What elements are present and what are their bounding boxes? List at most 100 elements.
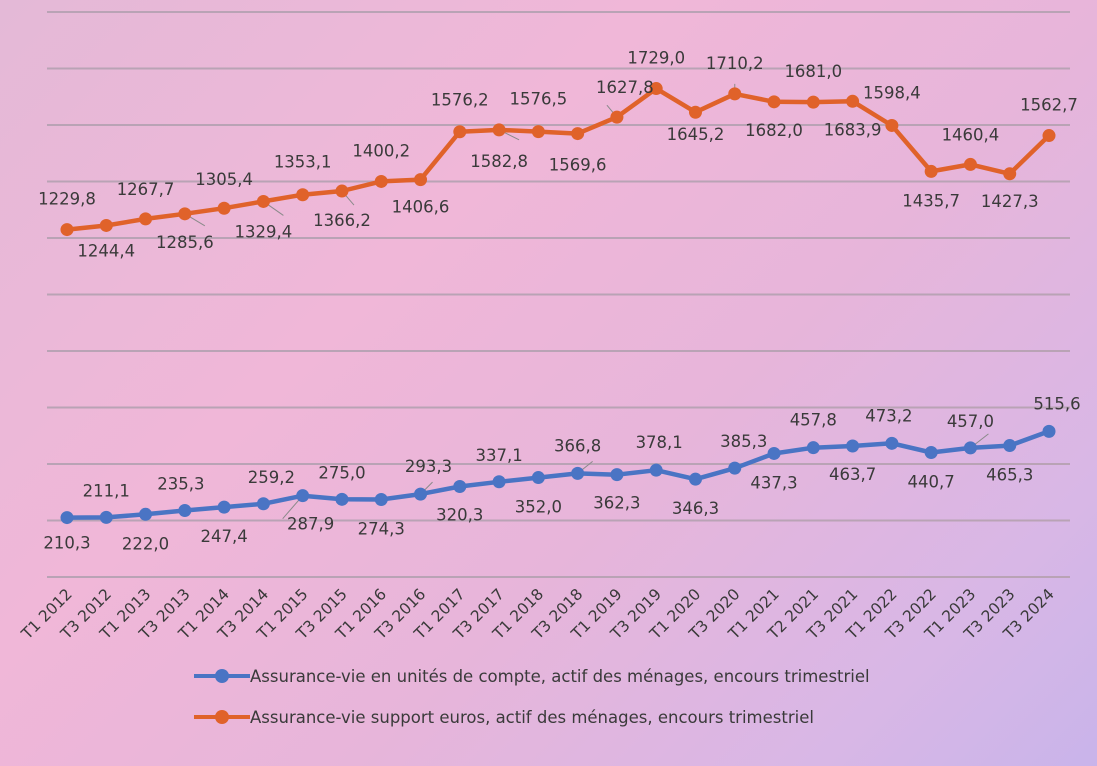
data-label: 346,3 [672, 499, 719, 518]
data-point [610, 110, 624, 124]
data-point [335, 492, 349, 506]
data-label: 362,3 [593, 494, 640, 513]
data-label: 440,7 [908, 473, 955, 492]
data-point [1042, 424, 1056, 438]
data-label: 473,2 [865, 406, 912, 425]
data-point [1003, 167, 1017, 181]
data-point [139, 212, 153, 226]
data-point [963, 157, 977, 171]
data-point [885, 436, 899, 450]
data-point [571, 466, 585, 480]
data-point [453, 480, 467, 494]
data-label: 287,9 [287, 515, 334, 534]
data-label: 274,3 [358, 520, 405, 539]
data-label: 515,6 [1033, 394, 1080, 413]
data-point [571, 127, 585, 141]
legend-swatch-orange [194, 707, 250, 727]
data-label: 259,2 [248, 468, 295, 487]
data-label: 275,0 [318, 463, 365, 482]
data-point [688, 472, 702, 486]
data-label: 222,0 [122, 534, 169, 553]
data-label: 465,3 [986, 466, 1033, 485]
data-label: 1267,7 [117, 180, 175, 199]
data-point [924, 446, 938, 460]
data-label: 1329,4 [235, 222, 293, 241]
data-point [924, 164, 938, 178]
data-label: 1366,2 [313, 211, 371, 230]
data-label: 1562,7 [1020, 96, 1078, 115]
data-point [963, 441, 977, 455]
data-point [846, 94, 860, 108]
data-label: 1645,2 [667, 125, 725, 144]
data-label: 210,3 [43, 534, 90, 553]
data-point [531, 471, 545, 485]
data-point [728, 461, 742, 475]
data-point [374, 493, 388, 507]
data-point [178, 207, 192, 221]
data-label: 1569,6 [549, 156, 607, 175]
data-point [217, 500, 231, 514]
series-line-1 [66, 86, 1051, 232]
data-point [610, 468, 624, 482]
data-label: 1627,8 [596, 78, 654, 97]
data-point [688, 105, 702, 119]
data-label: 1683,9 [824, 120, 882, 139]
data-point [767, 446, 781, 460]
data-label: 1229,8 [38, 190, 96, 209]
data-point [885, 118, 899, 132]
data-point [806, 95, 820, 109]
data-point [531, 125, 545, 139]
legend-label-support-euros: Assurance-vie support euros, actif des m… [250, 707, 814, 727]
data-point [767, 95, 781, 109]
data-label: 366,8 [554, 436, 601, 455]
data-label: 352,0 [515, 498, 562, 517]
data-label: 1729,0 [627, 49, 685, 68]
data-point [60, 511, 74, 525]
legend-swatch-blue [194, 666, 250, 686]
data-label: 1582,8 [470, 152, 528, 171]
data-label: 457,8 [790, 411, 837, 430]
data-point [1042, 129, 1056, 143]
data-point [139, 507, 153, 521]
data-point [178, 504, 192, 518]
data-label: 1681,0 [784, 62, 842, 81]
legend-item-support-euros: Assurance-vie support euros, actif des m… [194, 707, 814, 727]
data-label: 235,3 [157, 475, 204, 494]
data-label: 463,7 [829, 465, 876, 484]
data-label: 1406,6 [392, 198, 450, 217]
data-point [414, 173, 428, 187]
data-point [806, 441, 820, 455]
data-point [414, 487, 428, 501]
data-point [492, 475, 506, 489]
series-line-0 [66, 429, 1050, 520]
data-point [492, 123, 506, 137]
data-point [1003, 439, 1017, 453]
data-label: 457,0 [947, 412, 994, 431]
data-label: 1576,5 [509, 90, 567, 109]
data-point [335, 184, 349, 198]
data-point [60, 223, 74, 237]
data-point [296, 489, 310, 503]
data-point [374, 174, 388, 188]
data-point [846, 439, 860, 453]
data-point [649, 463, 663, 477]
legend-label-unites-de-compte: Assurance-vie en unités de compte, actif… [250, 666, 870, 686]
data-label: 1576,2 [431, 91, 489, 110]
data-label: 1353,1 [274, 153, 332, 172]
data-label: 1427,3 [981, 192, 1039, 211]
data-label: 378,1 [636, 433, 683, 452]
data-label: 1598,4 [863, 83, 921, 102]
data-point [649, 82, 663, 96]
data-point [256, 194, 270, 208]
legend-item-unites-de-compte: Assurance-vie en unités de compte, actif… [194, 666, 870, 686]
data-label: 1244,4 [77, 241, 135, 260]
data-point [217, 201, 231, 215]
data-point [99, 510, 113, 524]
data-label: 1435,7 [902, 191, 960, 210]
data-label: 320,3 [436, 506, 483, 525]
data-point [99, 218, 113, 232]
data-label: 1460,4 [942, 125, 1000, 144]
data-label: 1305,4 [195, 170, 253, 189]
data-point [453, 125, 467, 139]
